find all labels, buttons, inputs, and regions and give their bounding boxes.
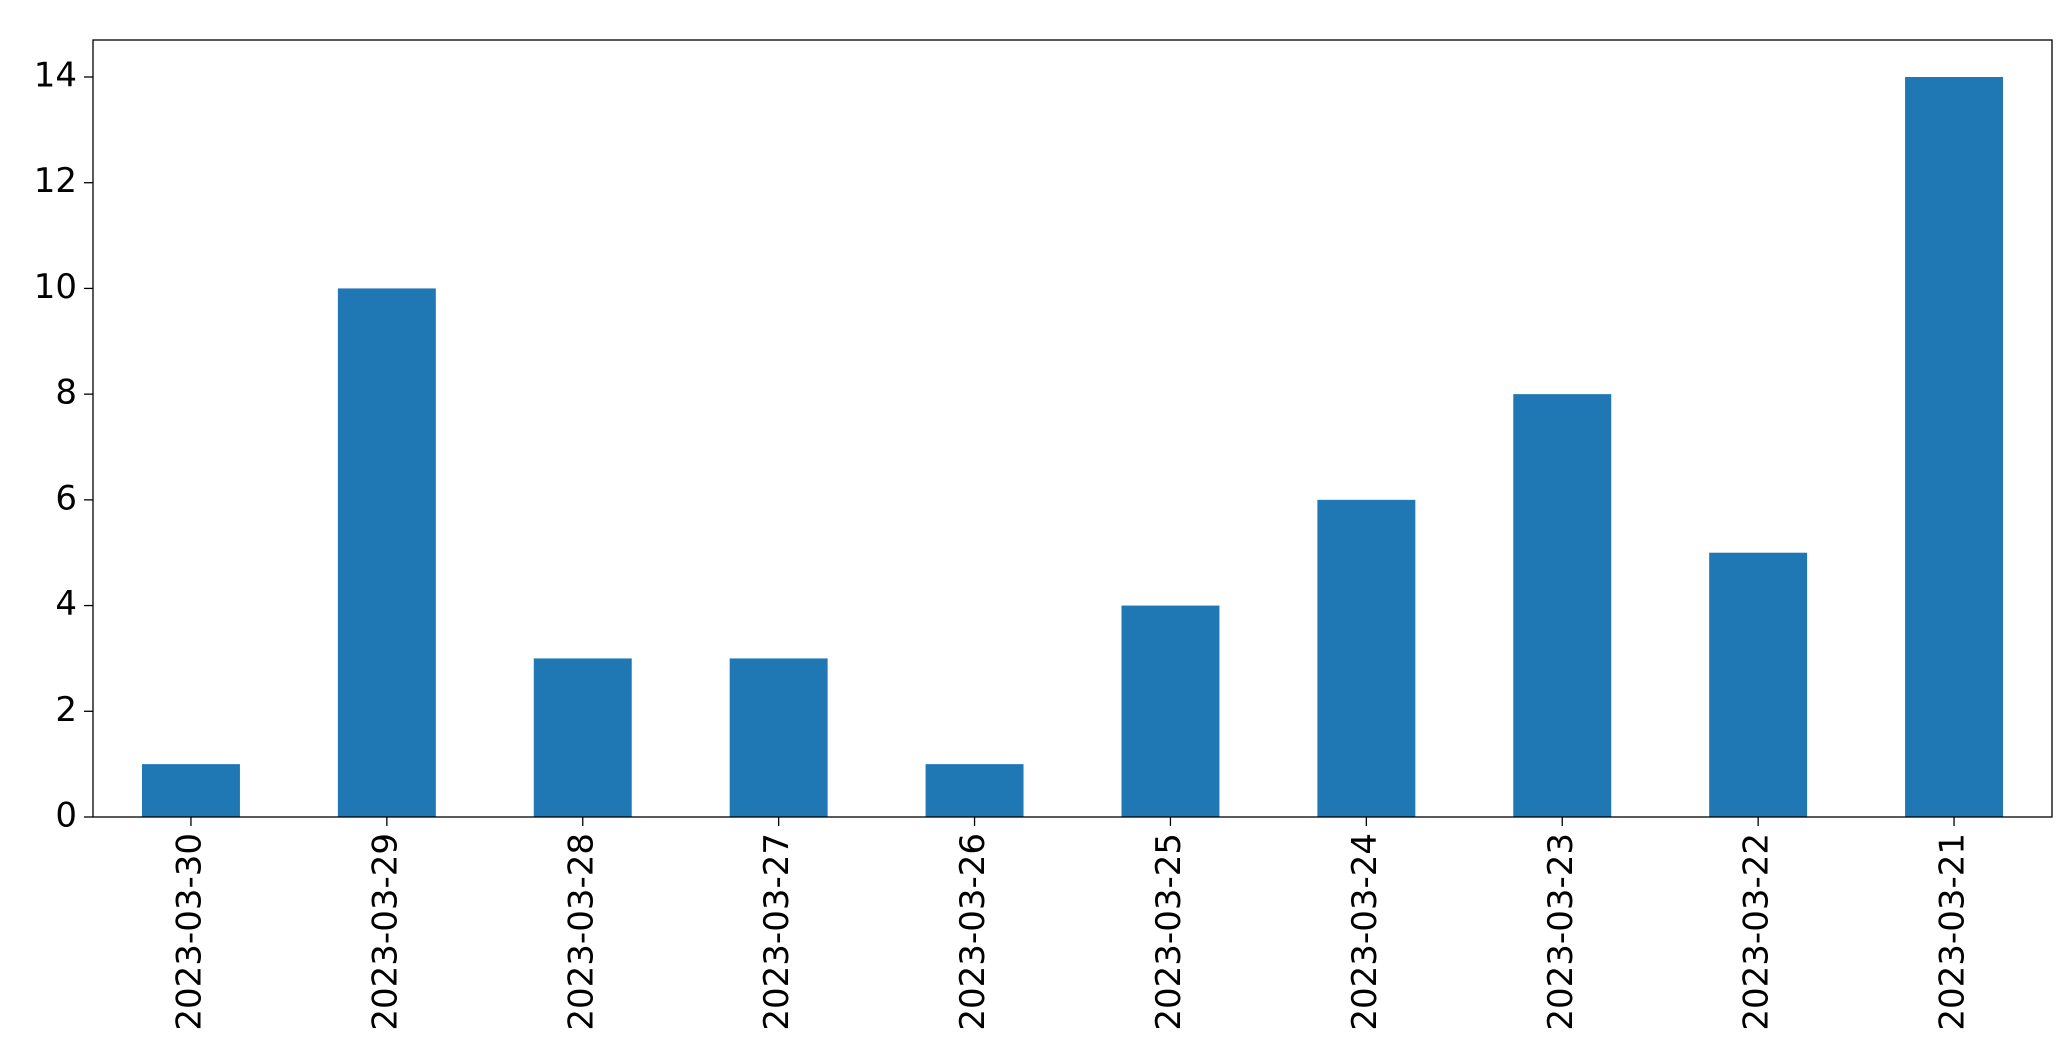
y-tick-label: 8 [55,373,77,413]
y-tick-label: 2 [55,690,77,730]
bar [925,764,1024,817]
bar [729,658,828,817]
x-tick-label: 2023-03-26 [953,833,993,1031]
x-tick-label: 2023-03-25 [1149,833,1189,1031]
y-tick-label: 0 [55,796,77,836]
bar [337,288,436,817]
plot-frame [92,39,2053,818]
x-tick-label: 2023-03-29 [365,833,405,1031]
bar [1513,394,1612,817]
bar [1121,605,1220,817]
x-tick-label: 2023-03-23 [1541,833,1581,1031]
y-tick-label: 10 [34,267,77,307]
x-tick-label: 2023-03-27 [757,833,797,1031]
x-tick-label: 2023-03-22 [1737,833,1777,1031]
y-tick-label: 14 [34,56,77,96]
bar [1709,552,1808,817]
y-tick-label: 4 [55,584,77,624]
y-tick-label: 12 [34,161,77,201]
x-tick-label: 2023-03-30 [169,833,209,1031]
x-tick-label: 2023-03-21 [1933,833,1973,1031]
bar [533,658,632,817]
x-tick-label: 2023-03-28 [561,833,601,1031]
y-tick-label: 6 [55,478,77,518]
bar [1317,499,1416,817]
bar [141,764,240,817]
x-tick-label: 2023-03-24 [1345,833,1385,1031]
bar [1905,77,2004,817]
